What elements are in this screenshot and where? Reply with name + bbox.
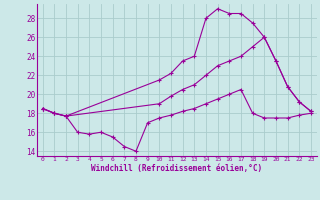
X-axis label: Windchill (Refroidissement éolien,°C): Windchill (Refroidissement éolien,°C) [91, 164, 262, 173]
